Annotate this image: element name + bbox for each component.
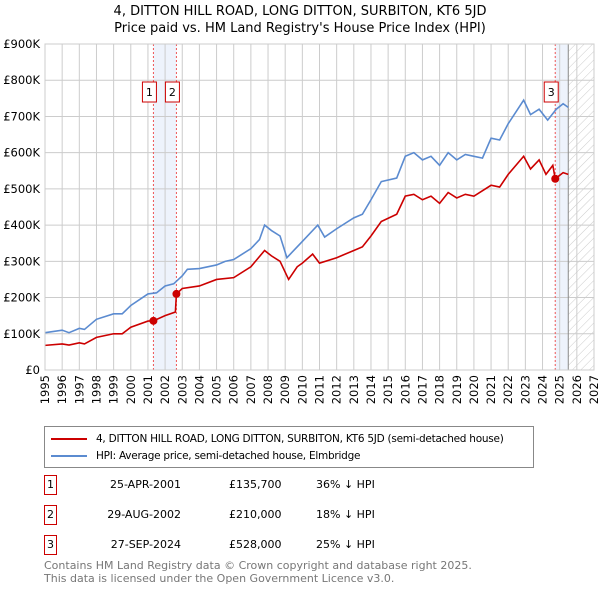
footer: Contains HM Land Registry data © Crown c… — [44, 559, 472, 585]
sale-point — [149, 316, 158, 325]
sale-hpi-diff: 25% ↓ HPI — [316, 538, 375, 551]
x-tick-label: 2006 — [227, 375, 241, 404]
x-tick-label: 2025 — [553, 375, 567, 404]
x-tick-label: 2022 — [501, 375, 515, 404]
sale-date: 29-AUG-2002 — [107, 508, 181, 521]
legend-label: HPI: Average price, semi-detached house,… — [96, 450, 361, 462]
sale-label: 2 — [169, 86, 176, 99]
x-tick-label: 2000 — [124, 375, 138, 404]
y-tick-label: £800K — [3, 73, 40, 87]
x-tick-label: 2001 — [141, 375, 155, 404]
legend: 4, DITTON HILL ROAD, LONG DITTON, SURBIT… — [44, 426, 534, 468]
x-tick-label: 1996 — [55, 375, 69, 404]
sale-label: 3 — [548, 86, 555, 99]
x-tick-label: 2023 — [518, 375, 532, 404]
x-tick-label: 2024 — [536, 375, 550, 404]
x-tick-label: 2010 — [295, 375, 309, 404]
sale-label: 1 — [146, 86, 153, 99]
legend-label: 4, DITTON HILL ROAD, LONG DITTON, SURBIT… — [96, 433, 504, 445]
sale-label-box — [164, 81, 180, 103]
sale-marker-badge: 2 — [44, 505, 57, 525]
y-tick-label: £900K — [3, 37, 40, 51]
x-tick-label: 2018 — [433, 375, 447, 404]
x-tick-label: 2016 — [398, 375, 412, 404]
x-tick-label: 2011 — [313, 375, 327, 404]
sale-row: 1 25-APR-2001 £135,700 36% ↓ HPI — [44, 475, 375, 495]
x-tick-label: 2008 — [261, 375, 275, 404]
x-tick-label: 2021 — [484, 375, 498, 404]
title: 4, DITTON HILL ROAD, LONG DITTON, SURBIT… — [113, 4, 487, 19]
x-tick-label: 2026 — [570, 375, 584, 404]
sale-point — [551, 174, 560, 183]
sale-hpi-diff: 18% ↓ HPI — [316, 508, 375, 521]
x-tick-label: 2004 — [192, 375, 206, 404]
chart-title: 4, DITTON HILL ROAD, LONG DITTON, SURBIT… — [0, 3, 600, 37]
series-line — [44, 98, 569, 334]
sale-marker-badge: 1 — [44, 475, 57, 495]
y-tick-label: £200K — [3, 291, 40, 305]
x-tick-label: 1999 — [107, 375, 121, 404]
x-tick-label: 2002 — [158, 375, 172, 404]
legend-swatch-blue — [51, 455, 87, 457]
sale-price: £135,700 — [229, 478, 282, 491]
sale-period-shade — [555, 44, 569, 370]
legend-item-price-paid: 4, DITTON HILL ROAD, LONG DITTON, SURBIT… — [51, 432, 504, 446]
x-tick-label: 2019 — [450, 375, 464, 404]
x-tick-label: 2003 — [175, 375, 189, 404]
x-tick-label: 2009 — [278, 375, 292, 404]
x-tick-label: 2017 — [415, 375, 429, 404]
x-tick-label: 2013 — [347, 375, 361, 404]
y-tick-label: £300K — [3, 254, 40, 268]
sale-label-box — [543, 81, 559, 103]
x-tick-label: 2020 — [467, 375, 481, 404]
footer-copyright: Contains HM Land Registry data © Crown c… — [44, 559, 472, 572]
y-tick-label: £0 — [25, 363, 40, 377]
sale-date: 27-SEP-2024 — [110, 538, 181, 551]
y-tick-label: £700K — [3, 109, 40, 123]
legend-item-hpi: HPI: Average price, semi-detached house,… — [51, 449, 360, 463]
x-tick-label: 2027 — [587, 375, 600, 404]
sale-marker-badge: 3 — [44, 535, 57, 555]
chart: 1995 1996 1997 1998 1999 2000 2001 2002 2003 2004… — [3, 37, 600, 404]
sale-price: £210,000 — [229, 508, 282, 521]
subtitle: Price paid vs. HM Land Registry's House … — [114, 21, 486, 36]
x-tick-label: 2012 — [330, 375, 344, 404]
x-tick-label: 1997 — [72, 375, 86, 404]
x-tick-label: 1998 — [89, 375, 103, 404]
x-tick-label: 2015 — [381, 375, 395, 404]
sale-date: 25-APR-2001 — [109, 478, 181, 491]
y-tick-label: £500K — [3, 182, 40, 196]
y-tick-label: £600K — [3, 146, 40, 160]
sale-row: 2 29-AUG-2002 £210,000 18% ↓ HPI — [44, 505, 375, 525]
plot-border — [44, 43, 595, 371]
sale-label-box — [141, 81, 157, 103]
forecast-hatch — [568, 44, 594, 370]
sale-point — [172, 289, 181, 298]
x-tick-label: 1995 — [38, 375, 52, 404]
legend-swatch-red — [51, 438, 87, 440]
sale-price: £528,000 — [229, 538, 282, 551]
x-tick-label: 2014 — [364, 375, 378, 404]
footer-licence: This data is licensed under the Open Gov… — [44, 572, 395, 585]
sale-row: 3 27-SEP-2024 £528,000 25% ↓ HPI — [44, 535, 375, 555]
series-line — [44, 154, 569, 347]
x-tick-label: 2007 — [244, 375, 258, 404]
x-tick-label: 2005 — [210, 375, 224, 404]
y-tick-label: £100K — [3, 327, 40, 341]
sale-hpi-diff: 36% ↓ HPI — [316, 478, 375, 491]
y-tick-label: £400K — [3, 218, 40, 232]
